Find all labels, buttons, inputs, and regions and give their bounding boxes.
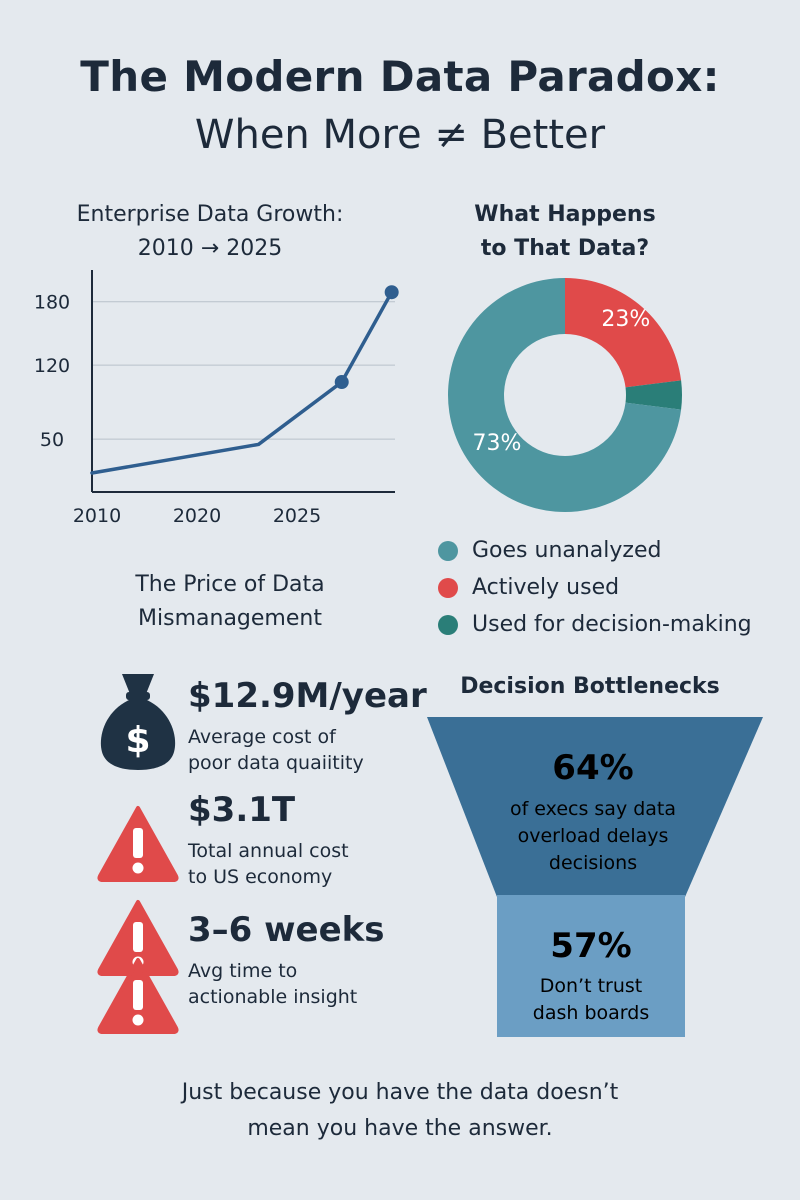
data-point [384,285,399,300]
funnel-top-line2: overload delays [518,825,669,847]
cost-label-time-to-insight: Avg time to actionable insight [188,958,428,1010]
cost-item-time-to-insight: 3–6 weeks Avg time to actionable insight [96,898,426,1038]
cost-label-us-economy: Total annual cost to US economy [188,838,428,890]
cost-item-data-quality: $ $12.9M/year Average cost of poor data … [96,668,428,788]
legend-label-decision-making: Used for decision-making [472,612,752,637]
cost-label-data-quality: Average cost of poor data quaiitity [188,724,428,776]
page-subtitle: When More ≠ Better [194,112,606,158]
funnel-top-line3: decisions [549,852,637,874]
donut-value-label: 23% [601,307,650,332]
price-section-title: The Price of Data Mismanagement [70,568,390,636]
growth-series-line [90,290,394,475]
donut-slice [565,278,682,388]
cost-item-us-economy: $3.1T Total annual cost to US economy [96,790,426,900]
line-chart: 180 120 50 2010 2020 2025 [34,270,399,527]
cost-label-us-economy-line1: Total annual cost [188,840,349,862]
footer-tagline: Just because you have the data doesn’t m… [0,1075,800,1147]
cost-label-time-to-insight-line1: Avg time to [188,960,298,982]
funnel-top-line1: of execs say data [510,798,676,820]
donut-slice [448,278,682,512]
funnel-bottom-line2: dash boards [533,1002,649,1024]
x-tick-label: 2025 [273,505,321,527]
legend-label-actively-used: Actively used [472,575,620,600]
footer-line1: Just because you have the data doesn’t [181,1080,619,1105]
funnel-top-shape [427,717,763,897]
cost-label-data-quality-line2: poor data quaiitity [188,752,364,774]
price-title-line1: The Price of Data [135,572,325,597]
data-point [334,375,349,390]
cost-value-time-to-insight: 3–6 weeks [188,910,385,950]
footer-line2: mean you have the answer. [247,1116,553,1141]
cost-value-data-quality: $12.9M/year [188,676,427,716]
cost-label-us-economy-line2: to US economy [188,866,333,888]
y-tick-label: 180 [34,292,70,314]
y-tick-label: 120 [34,355,70,377]
money-bag-icon: $ [100,674,176,770]
donut-value-label: 73% [473,431,522,456]
funnel-bottom-line1: Don’t trust [540,975,642,997]
donut-chart: 23%4%73% [448,278,682,512]
legend-label-unanalyzed: Goes unanalyzed [472,538,662,563]
donut-chart-title: What Happens to That Data? [410,198,720,266]
y-tick-label: 50 [40,429,64,451]
legend-dot-actively-used [438,577,458,598]
funnel-top-value: 64% [552,748,633,788]
svg-text:$: $ [125,720,150,761]
line-chart-title-line2: 2010 → 2025 [137,236,283,261]
donut-slice [625,380,682,410]
donut-chart-title-line1: What Happens [474,202,656,227]
bottleneck-funnel: 64% of execs say data overload delays de… [427,717,763,1037]
legend-item-actively-used: Actively used [438,569,752,606]
line-chart-title-line1: Enterprise Data Growth: [76,202,344,227]
legend-dot-unanalyzed [438,540,458,561]
cost-value-us-economy: $3.1T [188,790,296,830]
bottleneck-title: Decision Bottlenecks [460,674,720,699]
donut-chart-title-line2: to That Data? [480,236,650,261]
legend-item-unanalyzed: Goes unanalyzed [438,532,752,569]
warning-icon [97,806,179,882]
donut-legend: Goes unanalyzed Actively used Used for d… [438,532,752,643]
legend-item-decision-making: Used for decision-making [438,606,752,643]
page-title: The Modern Data Paradox: [80,52,720,101]
line-chart-title: Enterprise Data Growth: 2010 → 2025 [40,198,380,266]
legend-dot-decision-making [438,614,458,635]
warning-icon [97,958,179,1034]
cost-label-time-to-insight-line2: actionable insight [188,986,358,1008]
x-tick-label: 2010 [73,505,121,527]
price-title-line2: Mismanagement [138,606,322,631]
funnel-bottom-shape [497,895,685,1037]
funnel-bottom-value: 57% [550,926,631,966]
cost-label-data-quality-line1: Average cost of [188,726,336,748]
x-tick-label: 2020 [173,505,221,527]
